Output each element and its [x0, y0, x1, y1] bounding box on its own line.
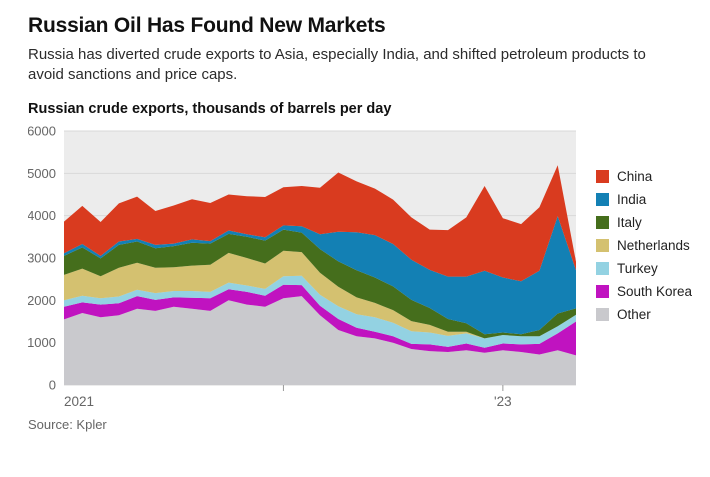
- legend-swatch-india: [596, 192, 609, 206]
- legend-swatch-turkey: [596, 261, 609, 275]
- legend-swatch-other: [596, 307, 609, 321]
- legend-item-italy: Italy: [596, 215, 692, 230]
- y-axis-label: 3000: [28, 250, 56, 265]
- area-netherlands: [64, 250, 576, 339]
- chart-title: Russian crude exports, thousands of barr…: [28, 100, 392, 117]
- legend-item-south-korea: South Korea: [596, 284, 692, 299]
- legend-item-turkey: Turkey: [596, 261, 692, 276]
- source-note: Source: Kpler: [28, 416, 107, 432]
- y-axis-label: 0: [49, 377, 56, 392]
- legend-item-india: India: [596, 192, 692, 207]
- area-other: [64, 295, 576, 385]
- chart-legend: China India Italy Netherlands Turkey South Ko…: [596, 169, 692, 330]
- x-axis-label: 2021: [64, 394, 94, 409]
- legend-label: India: [617, 191, 647, 207]
- x-axis-label: '23: [494, 394, 512, 409]
- legend-label: Other: [617, 306, 651, 322]
- area-italy: [64, 229, 576, 339]
- y-axis-label: 6000: [28, 123, 56, 138]
- legend-item-other: Other: [596, 307, 692, 322]
- y-axis-label: 1000: [28, 335, 56, 350]
- area-india: [64, 215, 576, 334]
- area-turkey: [64, 275, 576, 348]
- page-subtitle: Russia has diverted crude exports to Asi…: [28, 46, 646, 84]
- legend-item-china: China: [596, 169, 692, 184]
- area-south-korea: [64, 284, 576, 356]
- legend-item-netherlands: Netherlands: [596, 238, 692, 253]
- legend-label: Netherlands: [617, 237, 690, 253]
- legend-label: Italy: [617, 214, 642, 230]
- legend-swatch-south-korea: [596, 284, 609, 298]
- chart-region: 0 1000 2000 3000 4000 5000 6000 2021 '23 China In…: [28, 123, 710, 413]
- page: Russian Oil Has Found New Markets Russia…: [28, 14, 710, 432]
- legend-swatch-china: [596, 169, 609, 183]
- legend-swatch-netherlands: [596, 238, 609, 252]
- y-axis-label: 4000: [28, 208, 56, 223]
- legend-swatch-italy: [596, 215, 609, 229]
- y-axis-label: 5000: [28, 165, 56, 180]
- area-china: [64, 164, 576, 281]
- stacked-area-chart: 0 1000 2000 3000 4000 5000 6000 2021 '23: [28, 123, 576, 409]
- legend-label: Turkey: [617, 260, 658, 276]
- page-title: Russian Oil Has Found New Markets: [28, 14, 386, 37]
- legend-label: South Korea: [617, 283, 693, 299]
- legend-label: China: [617, 168, 653, 184]
- y-axis-label: 2000: [28, 292, 56, 307]
